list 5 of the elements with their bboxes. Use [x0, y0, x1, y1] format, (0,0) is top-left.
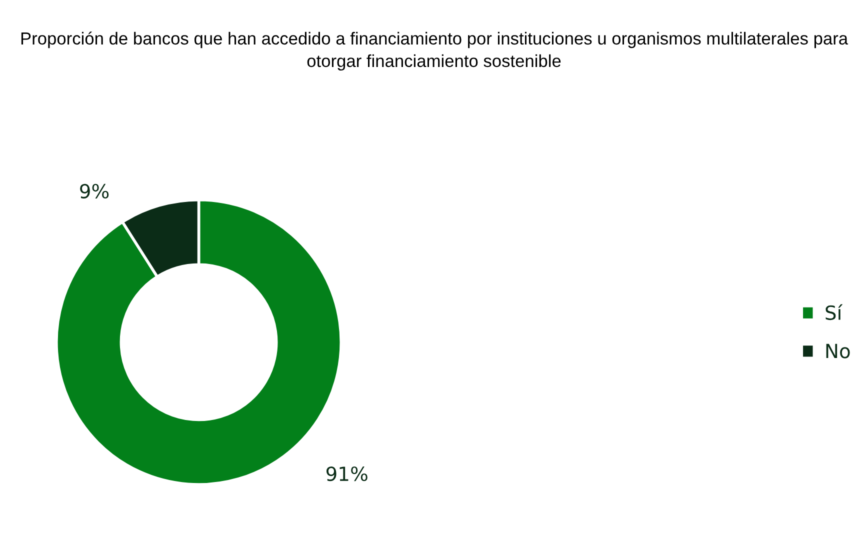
legend-label: No	[826, 344, 850, 358]
legend-label: Sí	[826, 304, 843, 320]
data-label: 9%	[80, 184, 109, 199]
data-label: 91%	[326, 466, 368, 482]
chart-title: Proporción de bancos que han accedido a financiamiento por instituciones u organismos multilaterales para otorgar financiamiento sostenible	[21, 32, 848, 71]
